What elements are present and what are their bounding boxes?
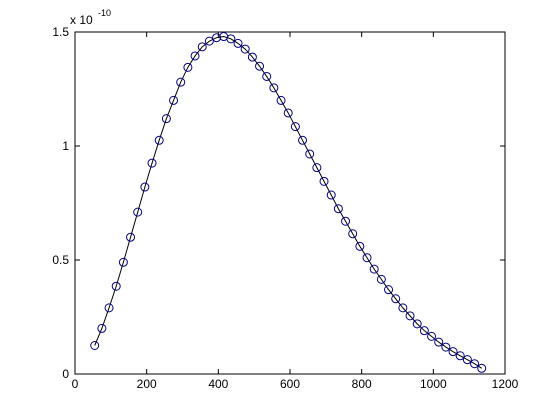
line [94,36,482,369]
marker [97,323,107,333]
marker [448,347,458,357]
x-tick-label: 1200 [492,377,519,391]
marker [140,182,150,192]
marker [269,83,279,93]
marker [104,303,114,313]
x-tick-label: 800 [352,377,372,391]
marker [333,204,343,214]
marker [190,51,200,61]
marker [470,359,480,369]
x-tick-label: 400 [208,377,228,391]
marker [126,232,136,242]
marker [298,135,308,145]
marker [147,158,157,168]
marker [398,303,408,313]
marker [247,52,257,62]
marker [233,38,243,48]
marker [441,342,451,352]
marker [412,319,422,329]
y-exponent: -10 [98,8,111,18]
y-exponent-label: x 10 [70,13,93,27]
marker [341,216,351,226]
marker [276,95,286,105]
marker [369,264,379,274]
marker [419,326,429,336]
marker [212,33,222,43]
marker [427,331,437,341]
marker [226,34,236,44]
x-tick-label: 1000 [420,377,447,391]
marker [326,190,336,200]
marker [111,281,121,291]
marker [290,122,300,132]
x-tick-label: 0 [72,377,79,391]
y-tick-label: 0 [62,367,69,381]
marker [240,44,250,54]
marker [384,285,394,295]
y-tick-label: 0.5 [52,253,69,267]
marker [262,71,272,81]
marker [462,355,472,365]
marker [305,149,315,159]
marker [183,62,193,72]
y-tick-label: 1.5 [52,25,69,39]
marker [133,207,143,217]
marker [176,77,186,87]
x-tick-label: 600 [280,377,300,391]
marker [90,341,100,350]
marker [355,241,365,251]
marker [348,229,358,239]
marker [204,36,214,46]
marker [455,351,465,361]
marker [154,135,164,145]
marker [362,253,372,263]
x-tick-label: 200 [137,377,157,391]
marker [312,163,322,173]
marker [477,363,487,373]
marker [283,108,293,118]
marker [376,274,386,284]
marker [169,95,179,105]
marker [434,337,444,347]
marker [319,176,329,186]
marker [405,311,415,321]
marker [161,114,171,124]
y-tick-label: 1 [62,139,69,153]
marker [255,61,265,71]
marker [391,294,401,304]
marker [197,42,207,52]
marker [118,257,128,267]
